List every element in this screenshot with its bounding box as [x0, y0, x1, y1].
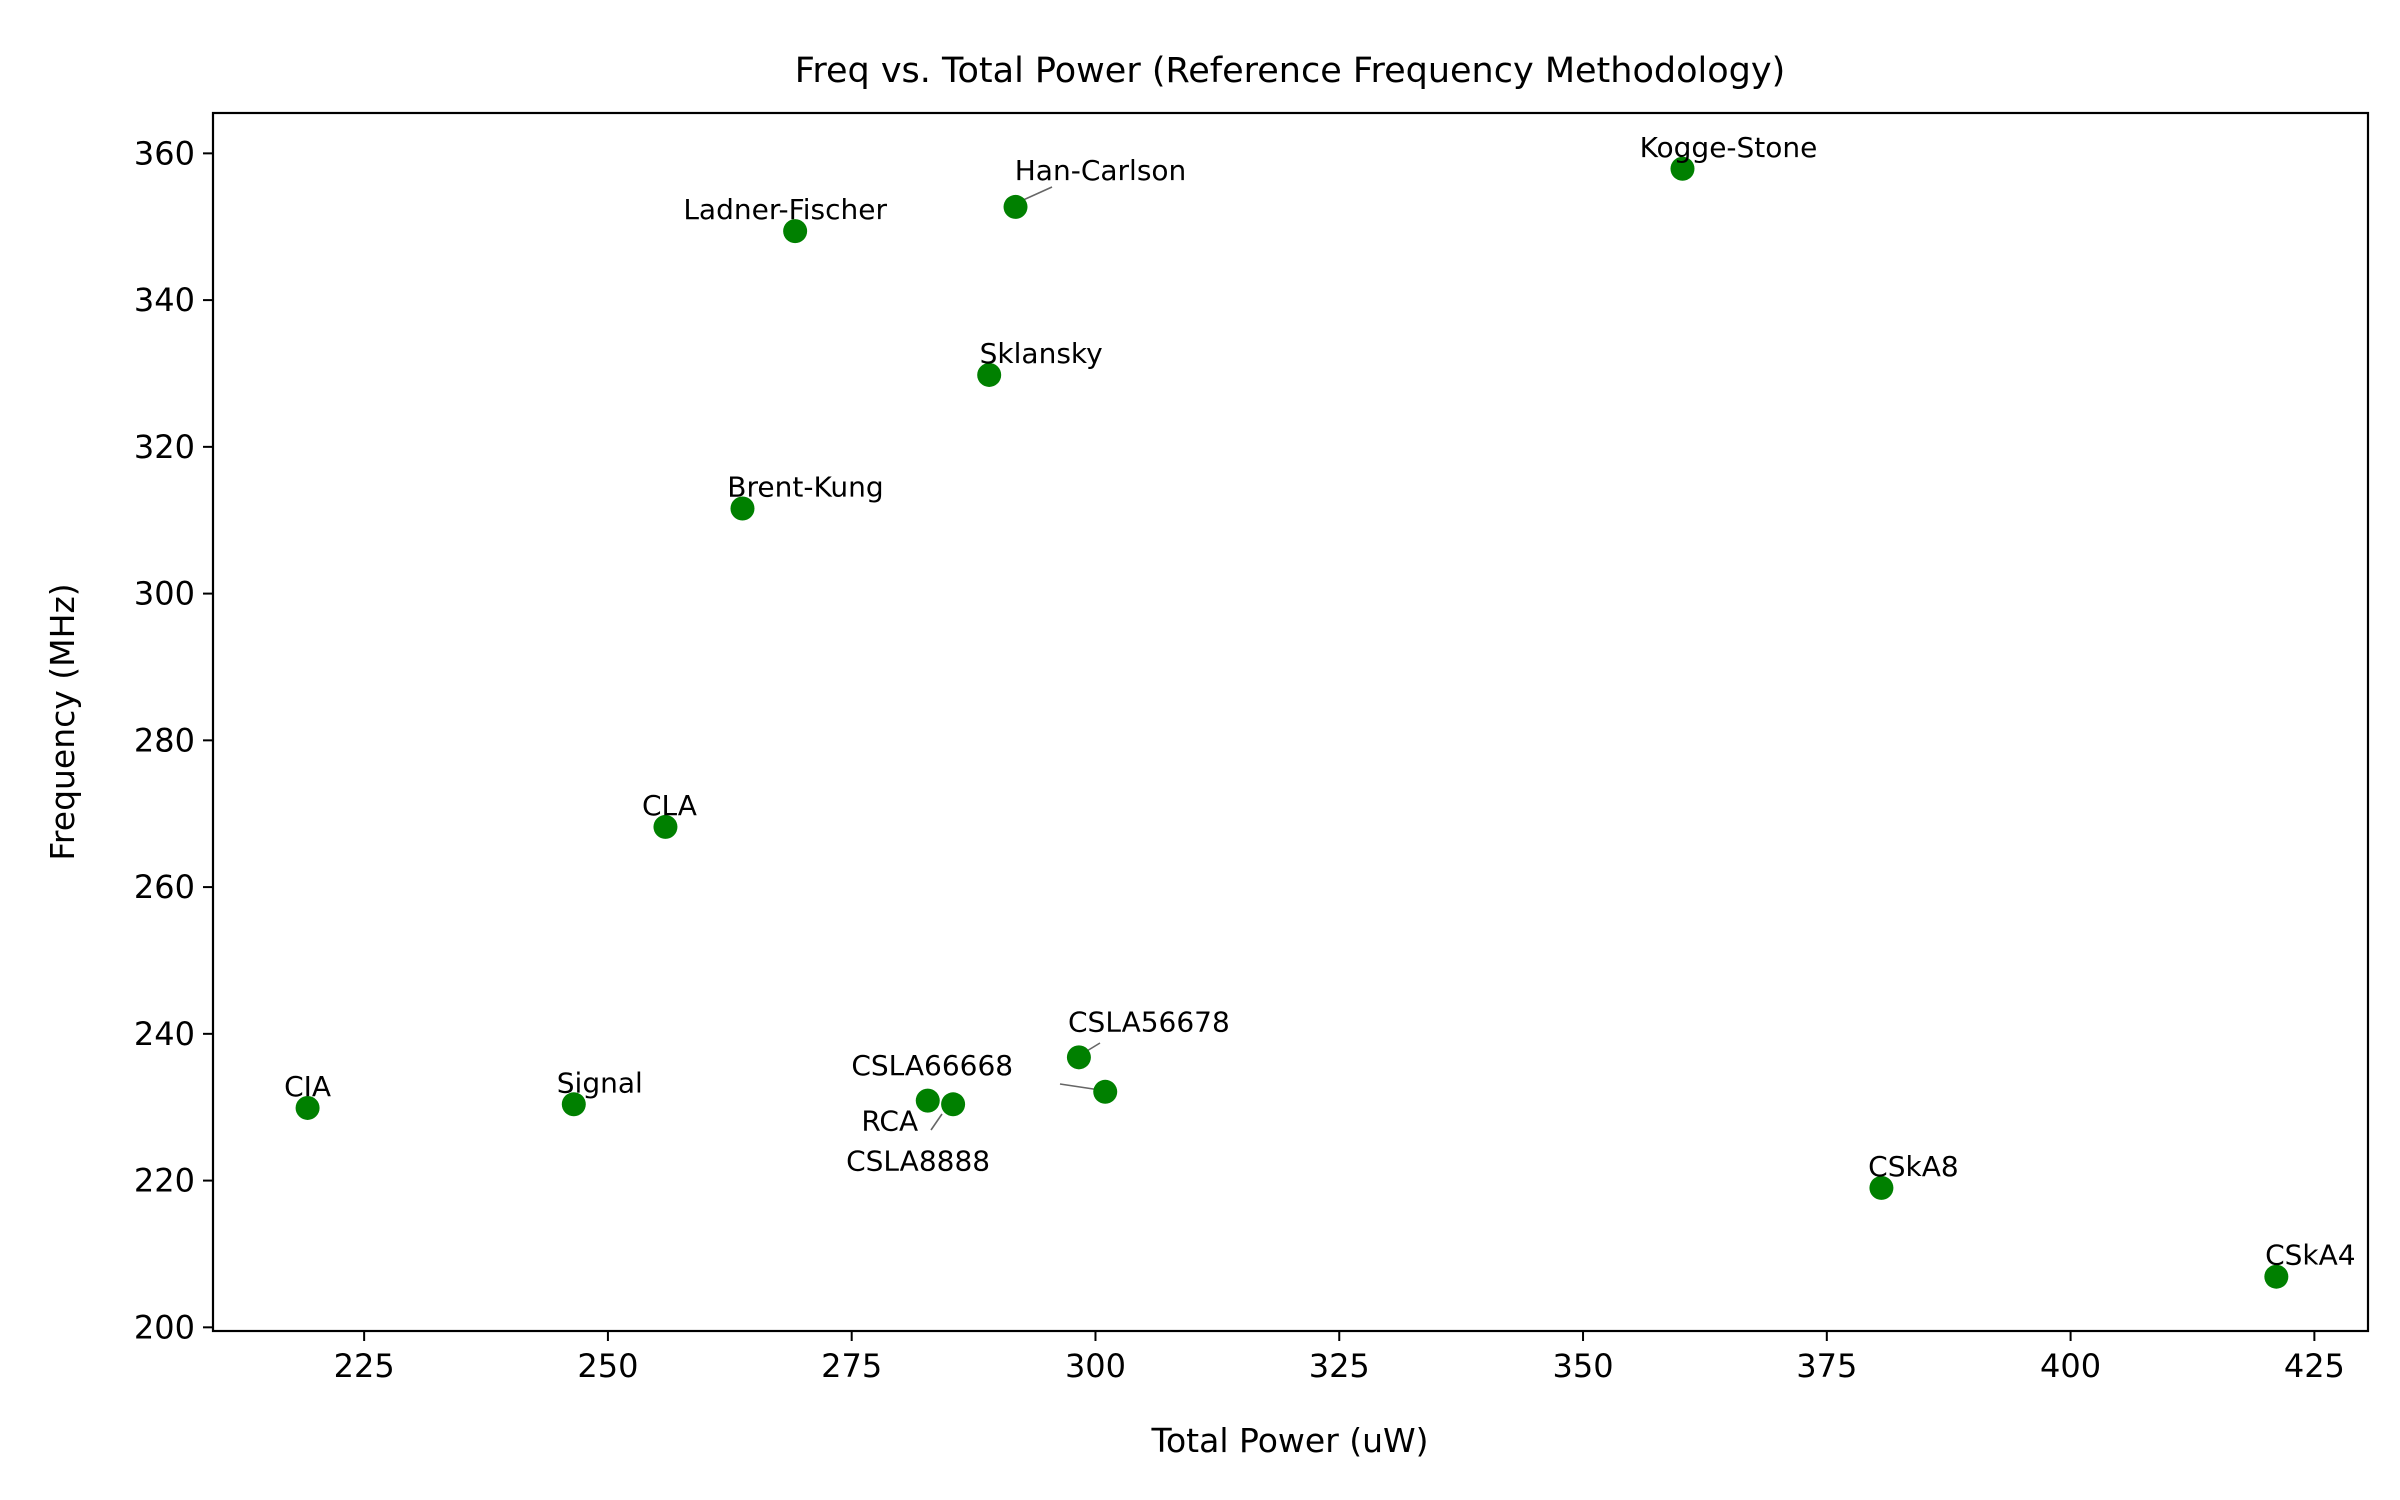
- chart-title: Freq vs. Total Power (Reference Frequenc…: [795, 51, 1785, 91]
- y-tick-label: 260: [134, 868, 195, 906]
- data-point: [561, 1092, 586, 1117]
- x-tick-label: 375: [1796, 1347, 1857, 1385]
- data-point: [915, 1088, 940, 1113]
- data-point: [977, 362, 1002, 387]
- data-point: [1670, 156, 1695, 181]
- point-label: CSkA4: [2265, 1239, 2356, 1272]
- data-point: [941, 1092, 966, 1117]
- point-label: CSLA66668: [851, 1049, 1013, 1082]
- x-tick-label: 325: [1309, 1347, 1370, 1385]
- y-tick-label: 280: [134, 721, 195, 759]
- y-tick-label: 300: [134, 575, 195, 613]
- x-tick-label: 400: [2040, 1347, 2101, 1385]
- x-tick-label: 300: [1065, 1347, 1126, 1385]
- x-tick-label: 275: [821, 1347, 882, 1385]
- y-tick-label: 340: [134, 281, 195, 319]
- data-point: [1093, 1079, 1118, 1104]
- point-label: Signal: [557, 1066, 643, 1099]
- point-label: Brent-Kung: [727, 470, 883, 503]
- point-label: CSLA56678: [1068, 1005, 1230, 1038]
- leader-line: [930, 1113, 943, 1131]
- data-point: [783, 219, 808, 244]
- y-tick-label: 240: [134, 1015, 195, 1053]
- y-tick-label: 360: [134, 134, 195, 172]
- data-point: [1003, 194, 1028, 219]
- y-tick-label: 220: [134, 1162, 195, 1200]
- y-axis: 200 220 240 260 280 300 320 340 360: [134, 134, 213, 1346]
- data-point: [730, 496, 755, 521]
- y-axis-label: Frequency (MHz): [43, 583, 82, 860]
- point-label: CSkA8: [1868, 1150, 1959, 1183]
- leader-line: [1059, 1083, 1101, 1091]
- point-label: Kogge-Stone: [1640, 131, 1818, 164]
- x-tick-label: 350: [1552, 1347, 1613, 1385]
- point-label: RCA: [861, 1105, 918, 1138]
- y-tick-label: 320: [134, 428, 195, 466]
- point-label: Han-Carlson: [1015, 154, 1187, 187]
- label-leader-lines: [930, 186, 1101, 1131]
- point-label: Sklansky: [980, 337, 1103, 370]
- data-point: [1066, 1045, 1091, 1070]
- x-tick-label: 425: [2284, 1347, 2345, 1385]
- point-label: CLA: [642, 789, 697, 822]
- data-point: [2264, 1264, 2289, 1289]
- data-point: [653, 814, 678, 839]
- x-axis-label: Total Power (uW): [1150, 1421, 1428, 1460]
- point-label: Ladner-Fischer: [683, 193, 887, 226]
- data-point: [295, 1095, 320, 1120]
- data-point: [1869, 1175, 1894, 1200]
- data-points: [295, 156, 2289, 1289]
- y-tick-label: 200: [134, 1308, 195, 1346]
- x-tick-label: 225: [334, 1347, 395, 1385]
- x-axis: 225 250 275 300 325 350 375 400 425: [334, 1331, 2345, 1385]
- point-labels: CIA Signal CLA Brent-Kung Ladner-Fischer Skla…: [284, 131, 2355, 1272]
- x-tick-label: 250: [577, 1347, 638, 1385]
- point-label: CSLA8888: [846, 1144, 990, 1177]
- plot-frame: [211, 111, 2370, 1333]
- point-label: CIA: [284, 1070, 331, 1103]
